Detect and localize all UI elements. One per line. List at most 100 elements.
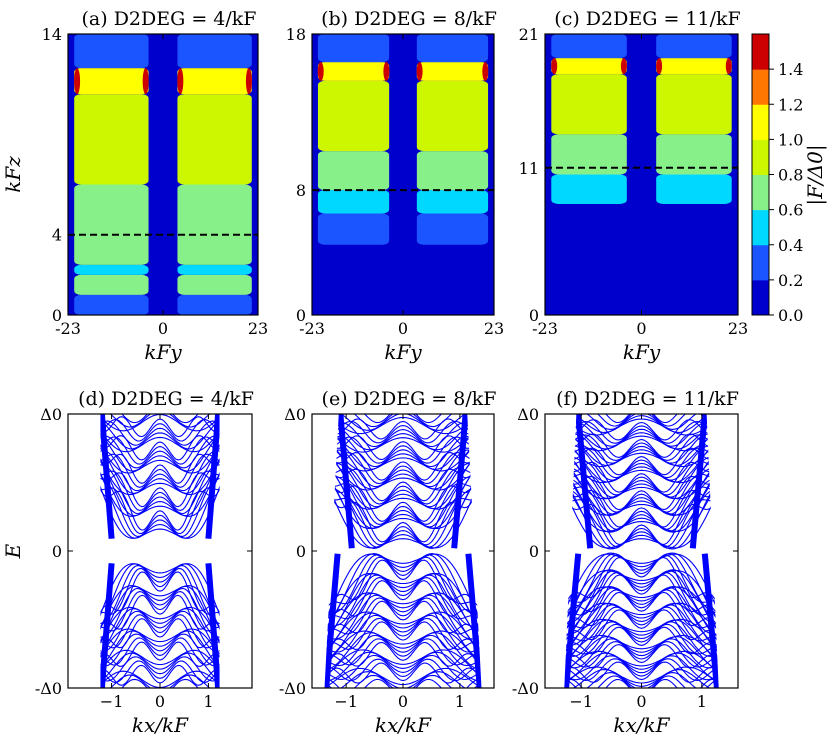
band-line	[556, 618, 727, 663]
band-mask	[467, 414, 494, 688]
peak-spot	[142, 68, 149, 95]
x-tick-label: 1	[455, 692, 465, 711]
band-line	[322, 621, 484, 661]
panel-e: −1 0 1 -Δ0 0 Δ0 (e) D2DEG = 8/kF kx/kF	[279, 388, 497, 737]
y-tick-label: 0	[52, 306, 62, 325]
contour-band	[74, 184, 149, 265]
colorbar-swatch	[752, 174, 769, 211]
contour-band	[656, 203, 732, 315]
contour-band	[416, 213, 489, 245]
axes-frame	[311, 33, 495, 316]
colorbar-swatch	[752, 279, 769, 316]
contour-band	[177, 274, 252, 295]
colorbar-swatch	[752, 34, 769, 70]
band-line	[556, 556, 727, 628]
band-mask	[219, 414, 252, 688]
contour-band	[551, 34, 627, 59]
band-line	[323, 654, 483, 681]
axes-frame	[311, 413, 495, 689]
band-line	[322, 559, 484, 630]
band-line	[556, 434, 727, 461]
band-line	[91, 451, 229, 508]
band-edge	[205, 414, 222, 539]
contour-band	[177, 294, 252, 315]
band-edge	[465, 553, 483, 688]
contour-band	[656, 174, 732, 204]
band-line	[91, 475, 229, 537]
x-tick-label: -23	[299, 319, 325, 338]
band-line	[323, 441, 483, 490]
axes-frame	[67, 33, 259, 316]
y-axis-label: E	[1, 543, 25, 559]
band-line	[109, 674, 211, 688]
band-line	[322, 662, 484, 684]
colorbar-swatch	[752, 244, 769, 281]
colorbar-swatch	[752, 209, 769, 246]
y-tick-label: 0	[296, 542, 306, 561]
band-line	[556, 552, 727, 630]
contour-band	[177, 184, 252, 265]
band-line	[322, 630, 484, 669]
band-line	[556, 650, 727, 680]
band-line	[340, 414, 466, 431]
band-line	[91, 420, 229, 446]
band-line	[556, 623, 727, 655]
contour-band	[74, 94, 149, 185]
band-line	[91, 571, 229, 640]
band-line	[323, 553, 483, 630]
peak-spot	[551, 58, 558, 75]
band-line	[556, 445, 727, 481]
x-tick-label: 23	[484, 319, 504, 338]
y-tick-label: 18	[286, 25, 306, 44]
contour-band	[656, 134, 732, 175]
band-line	[91, 440, 229, 484]
contour-band	[317, 244, 390, 315]
band-line	[91, 585, 229, 649]
x-tick-label: 23	[728, 319, 748, 338]
band-line	[91, 435, 229, 469]
contour-band	[74, 264, 149, 275]
y-tick-label: 4	[52, 226, 62, 245]
band-mask	[545, 414, 577, 688]
band-line	[91, 649, 229, 681]
contour-band	[317, 80, 390, 152]
band-line	[323, 449, 483, 488]
colorbar-tick-label: 0.8	[778, 166, 803, 185]
band-line	[556, 447, 727, 479]
x-tick-label: 0	[158, 319, 168, 338]
colorbar-ticks: 0.0 0.2 0.4 0.6 0.8 1.0 1.2 1.4	[769, 60, 803, 325]
band-line	[556, 619, 727, 665]
band-line	[556, 570, 727, 637]
band-line	[91, 606, 229, 659]
contour-band	[177, 94, 252, 185]
band-line	[323, 572, 483, 641]
band-line	[323, 451, 483, 510]
x-tick-label: 0	[636, 692, 646, 711]
band-line	[322, 430, 484, 461]
band-mask	[706, 414, 738, 688]
y-tick-label: -Δ0	[35, 679, 62, 698]
band-line	[323, 554, 483, 617]
band-line	[556, 421, 727, 447]
x-tick-label: 23	[248, 319, 268, 338]
colorbar-swatch	[752, 104, 769, 140]
band-line	[322, 418, 484, 440]
band-edge	[98, 563, 115, 688]
band-line	[556, 602, 727, 654]
band-line	[556, 572, 727, 623]
contour-band	[416, 62, 489, 81]
colorbar-tick-label: 0.6	[778, 201, 803, 220]
band-line	[91, 563, 229, 638]
band-line	[556, 422, 727, 452]
contour-band	[317, 190, 390, 214]
panel-title: (b) D2DEG = 8/kF	[321, 8, 497, 30]
colorbar-tick-label: 1.0	[778, 130, 803, 149]
band-line	[91, 416, 229, 438]
contour-band	[551, 203, 627, 315]
band-line	[323, 431, 483, 470]
band-mask	[68, 414, 101, 688]
panel-title: (a) D2DEG = 4/kF	[82, 8, 257, 30]
band-line	[556, 655, 727, 681]
